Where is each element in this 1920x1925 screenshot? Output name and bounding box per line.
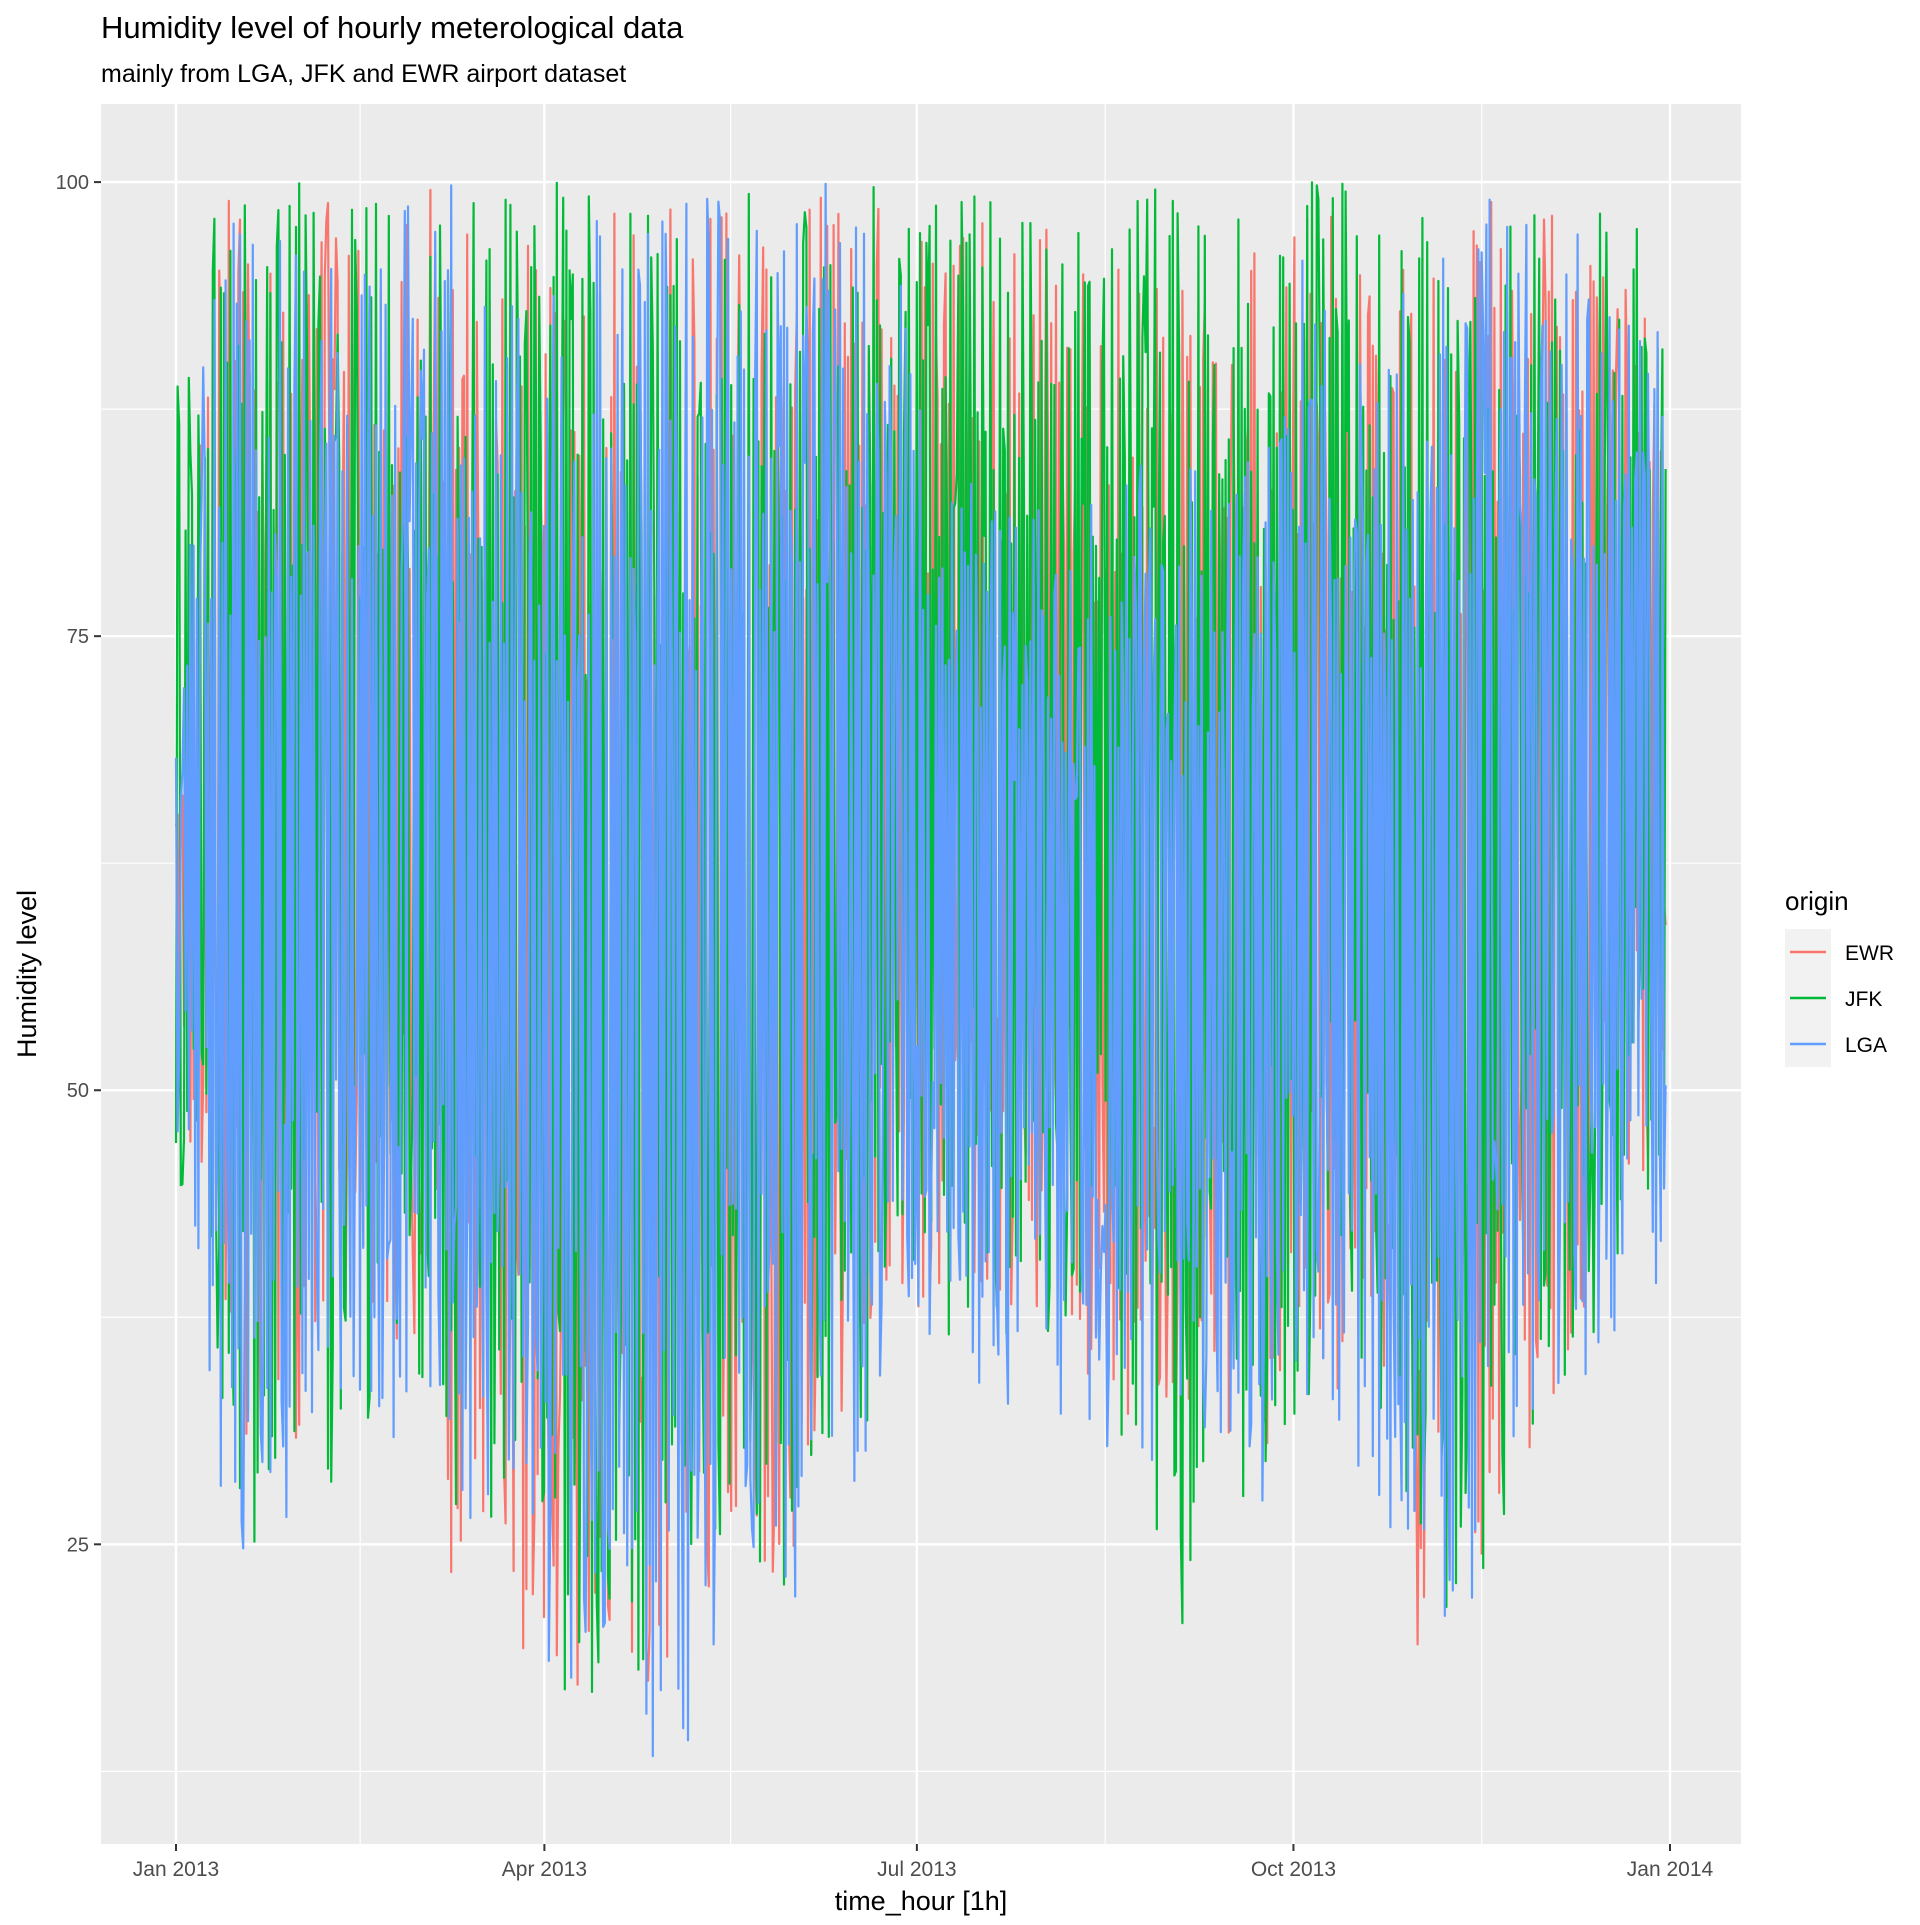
series-line-lga (174, 182, 1667, 1758)
series-lines (174, 181, 1667, 1758)
y-tick-label: 50 (67, 1080, 89, 1102)
x-axis-label: time_hour [1h] (835, 1886, 1008, 1916)
x-tick-label: Jul 2013 (877, 1858, 956, 1881)
y-tick-label: 75 (67, 626, 89, 648)
legend: origin EWR JFK LGA (1785, 886, 1894, 1067)
legend-label-ewr: EWR (1845, 942, 1894, 965)
y-tick-label: 25 (67, 1534, 89, 1556)
x-tick-label: Jan 2013 (133, 1858, 219, 1881)
x-tick-label: Jan 2014 (1627, 1858, 1714, 1881)
legend-title: origin (1785, 886, 1849, 916)
chart-title: Humidity level of hourly meterological d… (101, 10, 684, 45)
axes: 25 50 75 100 Jan 2013 Apr 2013 Jul 2013 Oct 201… (56, 172, 1714, 1881)
chart-subtitle: mainly from LGA, JFK and EWR airport dat… (101, 60, 626, 88)
x-tick-label: Oct 2013 (1251, 1858, 1336, 1881)
legend-label-lga: LGA (1845, 1034, 1887, 1057)
legend-items: EWR JFK LGA (1785, 929, 1894, 1067)
y-tick-label: 100 (56, 172, 89, 194)
legend-label-jfk: JFK (1845, 988, 1882, 1011)
x-tick-label: Apr 2013 (502, 1858, 587, 1881)
y-axis-label: Humidity level (12, 890, 42, 1058)
